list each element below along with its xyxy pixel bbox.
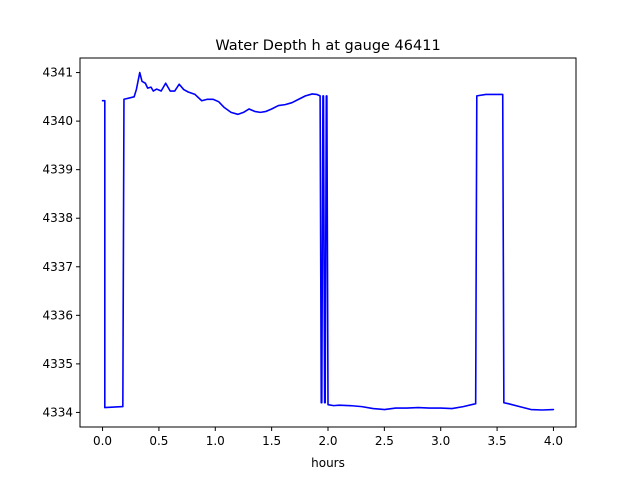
x-tick-label: 3.5 [488, 434, 507, 448]
y-tick-label: 4340 [42, 114, 73, 128]
x-axis: 0.0 0.5 1.0 1.5 2.0 2.5 3.0 3.5 4.0 [93, 427, 563, 448]
series-line-0 [101, 71, 555, 411]
y-tick-label: 4339 [42, 163, 73, 177]
y-tick-label: 4341 [42, 66, 73, 80]
y-tick-label: 4335 [42, 357, 73, 371]
y-axis: 4334 4335 4336 4337 4338 4339 4340 4341 [42, 66, 80, 419]
y-tick-label: 4336 [42, 308, 73, 322]
x-tick-label: 0.0 [93, 434, 112, 448]
x-tick-label: 3.0 [431, 434, 450, 448]
x-tick-label: 1.0 [206, 434, 225, 448]
x-tick-label: 2.5 [375, 434, 394, 448]
x-tick-label: 1.5 [262, 434, 281, 448]
x-tick-label: 0.5 [149, 434, 168, 448]
y-tick-label: 4338 [42, 211, 73, 225]
chart-title: Water Depth h at gauge 46411 [215, 38, 440, 54]
series-layer [101, 71, 555, 411]
x-tick-label: 4.0 [544, 434, 563, 448]
y-tick-label: 4334 [42, 405, 73, 419]
y-tick-label: 4337 [42, 260, 73, 274]
x-tick-label: 2.0 [318, 434, 337, 448]
x-axis-label: hours [311, 456, 345, 470]
